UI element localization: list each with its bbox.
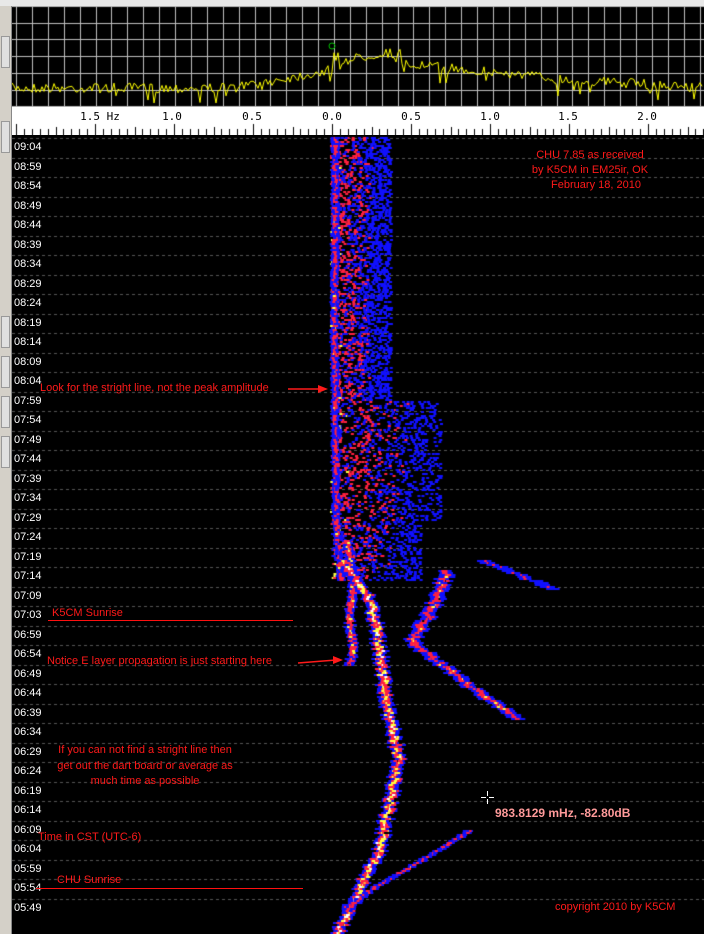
cursor-readout: 983.8129 mHz, -82.80dB — [495, 806, 631, 820]
time-label: 06:34 — [14, 726, 42, 738]
title-line: CHU 7.85 as received — [536, 149, 644, 161]
time-label: 08:49 — [14, 199, 42, 212]
time-label: 06:29 — [14, 745, 42, 758]
time-label: 06:59 — [14, 628, 42, 641]
dart-board-note: If you can not find a stright line then — [58, 744, 232, 756]
spectrum-plot[interactable] — [12, 6, 704, 107]
time-label: 08:44 — [14, 219, 42, 231]
left-control-button[interactable] — [1, 356, 10, 388]
time-label: 07:59 — [14, 394, 42, 407]
time-label: 05:54 — [14, 882, 42, 894]
straight-line-note: Look for the stright line, not the peak … — [40, 382, 269, 394]
time-label: 07:49 — [14, 433, 42, 446]
freq-label: 0.5 — [401, 110, 421, 123]
e-layer-note: Notice E layer propagation is just start… — [47, 655, 273, 667]
dart-board-note: much time as possible — [90, 775, 200, 787]
chu-sunrise-line — [36, 888, 303, 889]
time-label: 08:59 — [14, 160, 42, 173]
freq-label: 1.5 Hz — [80, 110, 120, 123]
left-control-strip — [0, 6, 12, 934]
copyright-note: copyright 2010 by K5CM — [555, 901, 676, 913]
time-label: 06:09 — [14, 823, 42, 836]
time-label: 07:09 — [14, 589, 42, 602]
time-label: 07:03 — [14, 609, 42, 621]
crosshair-cursor-icon — [481, 791, 494, 804]
time-label: 07:29 — [14, 511, 42, 524]
freq-label: 2.0 — [637, 110, 657, 123]
time-label: 08:39 — [14, 238, 42, 251]
time-label: 09:04 — [14, 141, 42, 153]
time-label: 07:19 — [14, 550, 42, 563]
time-label: 08:19 — [14, 316, 42, 329]
freq-label: 0.5 — [242, 110, 262, 123]
time-label: 06:49 — [14, 667, 42, 680]
left-control-button[interactable] — [1, 396, 10, 428]
time-label: 08:29 — [14, 277, 42, 290]
chu-sunrise-label: CHU Sunrise — [57, 874, 122, 886]
arrow-icon — [297, 656, 343, 664]
time-label: 08:09 — [14, 355, 42, 368]
frequency-axis: 1.5 Hz 1.0 0.5 0.0 0.5 1.0 1.5 2.0 — [12, 107, 704, 135]
time-label: 08:34 — [14, 258, 42, 270]
left-control-button[interactable] — [1, 121, 10, 153]
freq-label: 0.0 — [322, 110, 342, 123]
k5cm-sunrise-line — [48, 620, 293, 621]
time-zone-note: Time in CST (UTC-6) — [38, 831, 142, 843]
top-toolbar-edge — [0, 0, 704, 6]
time-label: 08:14 — [14, 336, 42, 348]
time-label: 08:54 — [14, 180, 42, 192]
frequency-axis-ticks — [12, 107, 704, 135]
time-label: 08:04 — [14, 375, 42, 387]
time-label: 06:04 — [14, 843, 42, 855]
freq-label: 1.5 — [558, 110, 578, 123]
left-control-button[interactable] — [1, 36, 10, 68]
time-label: 06:39 — [14, 706, 42, 719]
time-label: 07:54 — [14, 414, 42, 426]
left-control-button[interactable] — [1, 316, 10, 348]
arrow-icon — [288, 385, 328, 393]
time-label: 08:24 — [14, 297, 42, 309]
time-label: 07:39 — [14, 472, 42, 485]
time-label: 07:34 — [14, 492, 42, 504]
time-label: 07:14 — [14, 570, 42, 582]
title-line: February 18, 2010 — [551, 179, 641, 191]
waterfall-display[interactable] — [12, 135, 704, 934]
time-label: 06:19 — [14, 784, 42, 797]
k5cm-sunrise-label: K5CM Sunrise — [52, 607, 123, 619]
time-label: 06:44 — [14, 687, 42, 699]
time-label: 05:49 — [14, 901, 42, 914]
time-label: 07:24 — [14, 531, 42, 543]
time-label: 05:59 — [14, 862, 42, 875]
dart-board-note: get out the dart board or average as — [57, 760, 233, 772]
left-control-button[interactable] — [1, 436, 10, 468]
freq-label: 1.0 — [480, 110, 500, 123]
time-label: 06:24 — [14, 765, 42, 777]
freq-label: 1.0 — [162, 110, 182, 123]
time-label: 06:14 — [14, 804, 42, 816]
title-line: by K5CM in EM25ir, OK — [531, 164, 649, 176]
time-label: 06:54 — [14, 648, 42, 660]
time-label: 07:44 — [14, 453, 42, 465]
